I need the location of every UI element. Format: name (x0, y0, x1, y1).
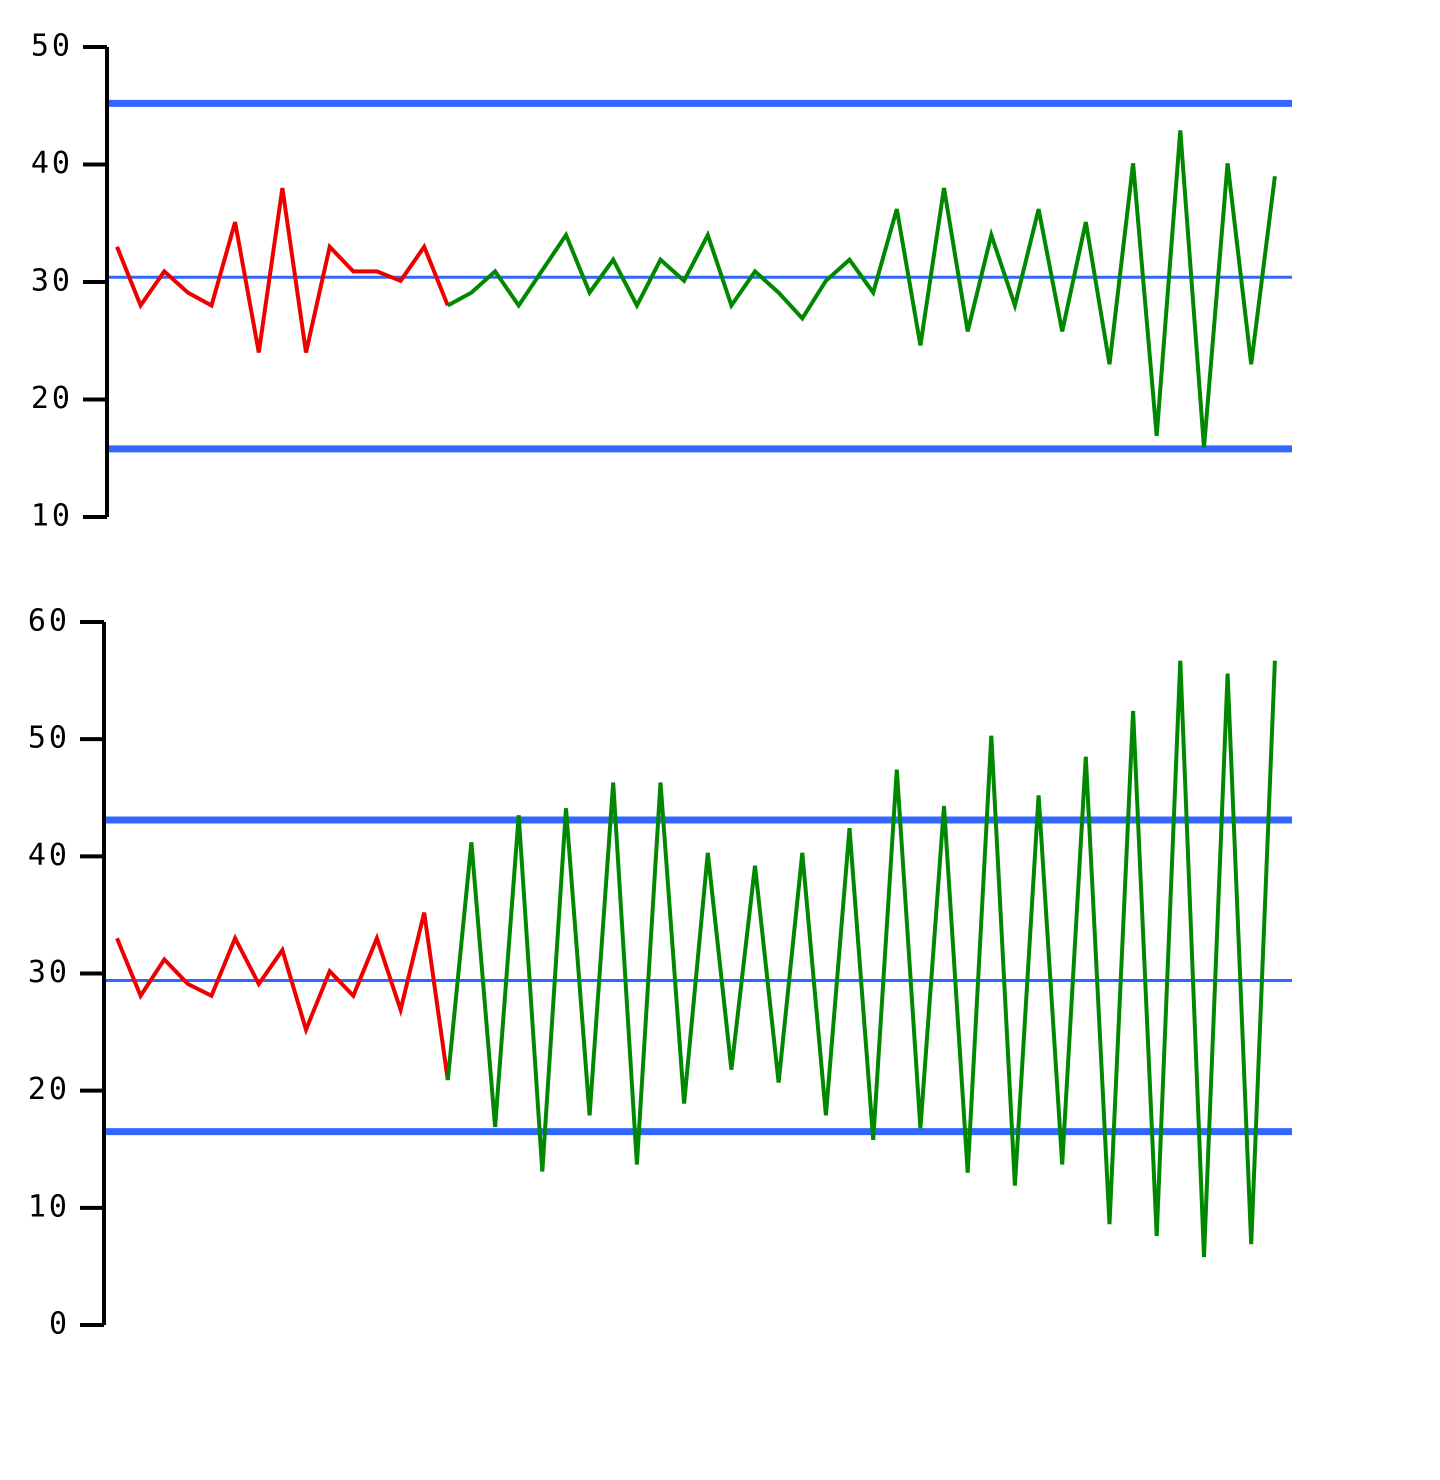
y-tick-label: 10 (28, 1189, 70, 1224)
y-tick-label: 30 (28, 955, 70, 990)
y-tick-label: 20 (28, 1072, 70, 1107)
series-line (446, 130, 1277, 448)
y-tick-label: 40 (31, 146, 73, 181)
series-line (115, 912, 450, 1081)
y-tick-label: 30 (31, 264, 73, 299)
y-tick-label: 40 (28, 838, 70, 873)
series-line (445, 660, 1277, 1258)
y-tick-label: 20 (31, 381, 73, 416)
y-tick-label: 60 (28, 604, 70, 639)
series-line (115, 187, 450, 353)
y-tick-label: 50 (28, 721, 70, 756)
y-tick-label: 50 (31, 29, 73, 64)
y-tick-label: 10 (31, 499, 73, 534)
y-tick-label: 0 (49, 1307, 70, 1342)
